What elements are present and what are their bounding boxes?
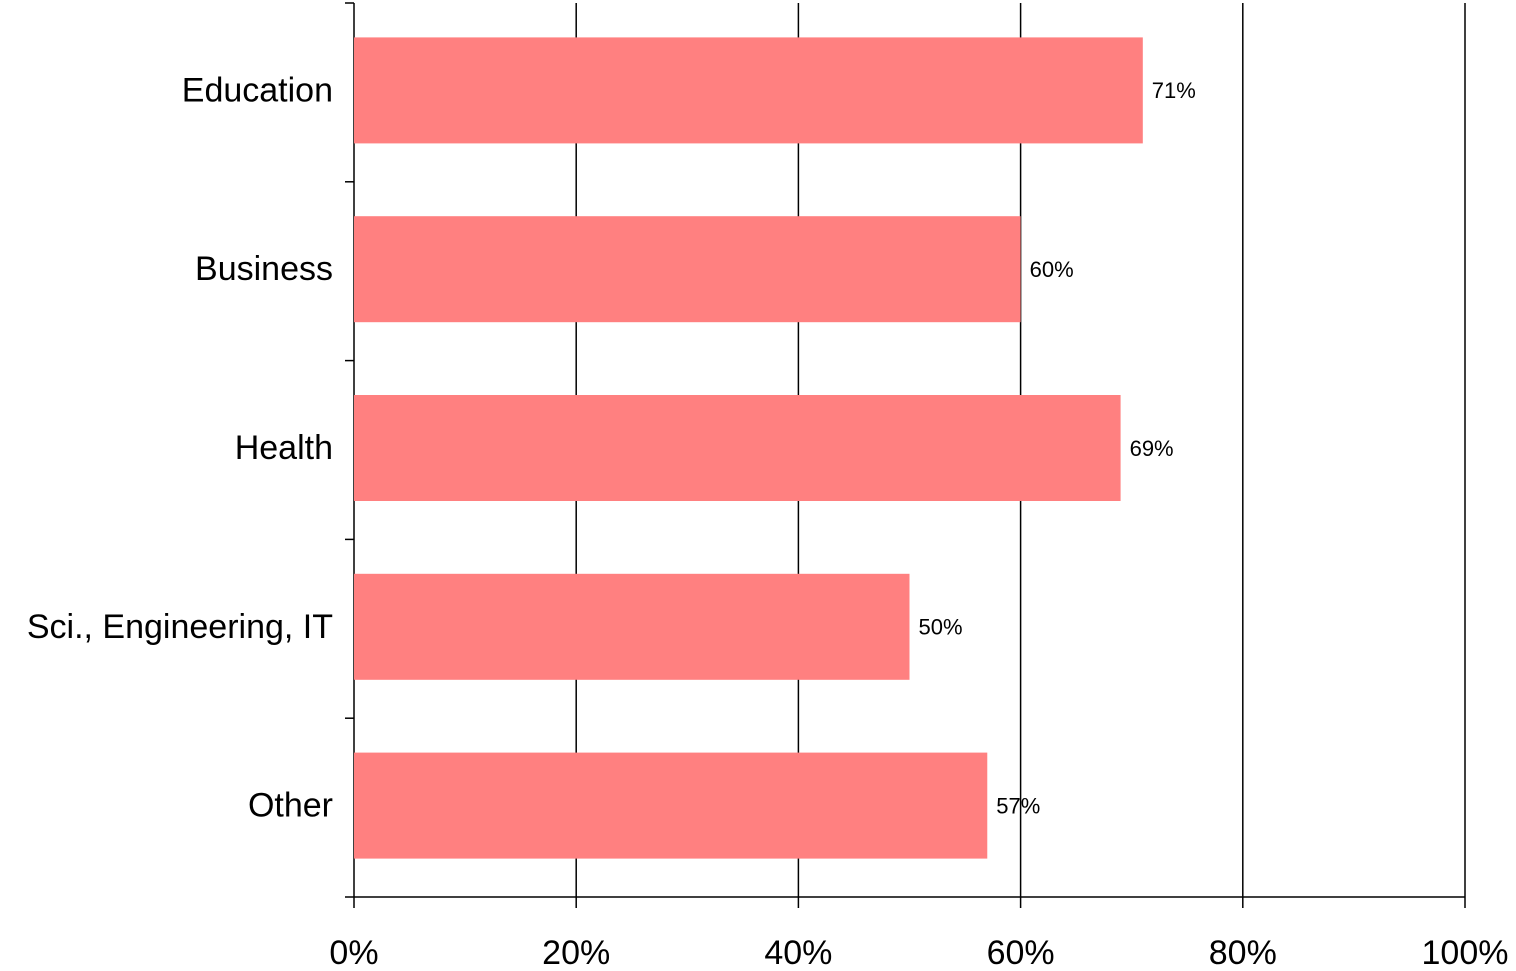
bar [354, 37, 1143, 144]
bar [354, 573, 910, 680]
x-tick-label: 60% [987, 934, 1055, 971]
x-tick-label: 20% [542, 934, 610, 971]
y-tick-label: Other [248, 787, 333, 825]
data-label: 60% [1030, 257, 1074, 282]
data-label: 57% [996, 793, 1040, 818]
x-tick-label: 80% [1209, 934, 1277, 971]
x-tick-label: 40% [764, 934, 832, 971]
y-tick-label: Business [195, 250, 333, 288]
x-tick-label: 0% [329, 934, 378, 971]
y-tick-label: Education [182, 71, 333, 109]
y-tick-label: Health [235, 429, 333, 467]
data-label: 71% [1152, 78, 1196, 103]
data-label: 69% [1130, 436, 1174, 461]
data-label: 50% [919, 615, 963, 640]
y-tick-label: Sci., Engineering, IT [27, 608, 333, 646]
bar [354, 216, 1021, 323]
x-tick-label: 100% [1422, 934, 1509, 971]
bar [354, 752, 988, 859]
bar [354, 395, 1121, 501]
